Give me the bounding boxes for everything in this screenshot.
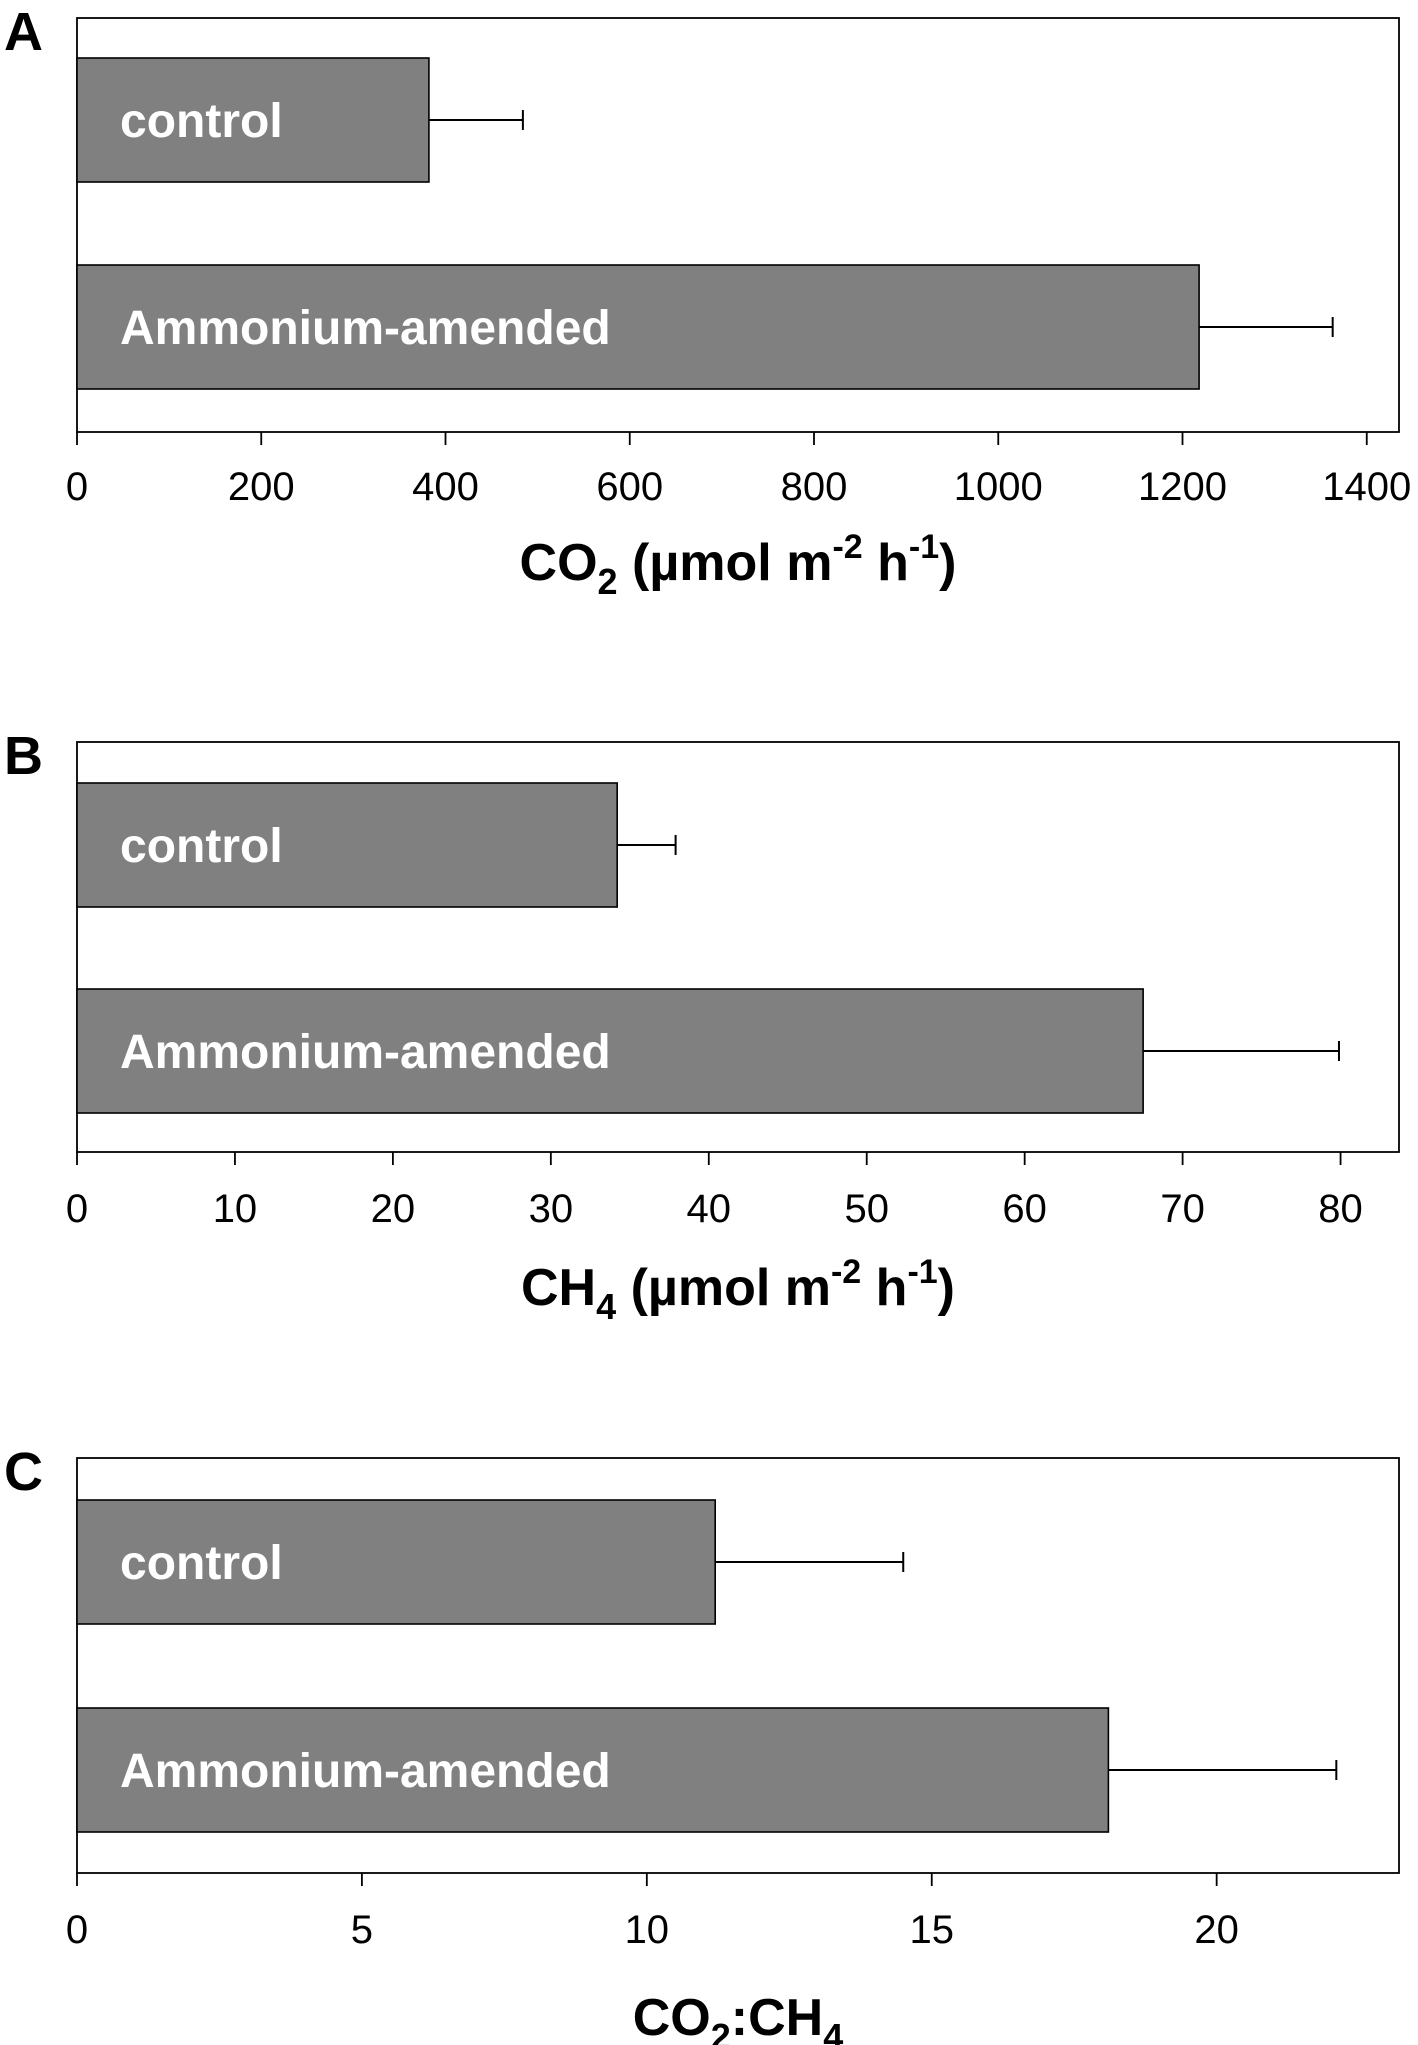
x-tick-label: 70 xyxy=(1160,1187,1205,1231)
x-axis-title: CO2 (µmol m-2 h-1) xyxy=(520,528,957,602)
plot-frame xyxy=(76,1457,1400,1874)
x-tick-label: 30 xyxy=(529,1187,574,1231)
bar-label: Ammonium-amended xyxy=(120,1026,611,1079)
x-tick-label: 5 xyxy=(351,1908,373,1952)
x-tick-label: 1400 xyxy=(1322,465,1411,509)
bar xyxy=(76,1499,717,1625)
x-tick-label: 0 xyxy=(66,1187,88,1231)
x-tick-label: 1000 xyxy=(954,465,1043,509)
bar-label: control xyxy=(120,1537,283,1590)
x-tick-label: 15 xyxy=(909,1908,954,1952)
x-tick-label: 0 xyxy=(66,465,88,509)
x-tick-label: 60 xyxy=(1002,1187,1047,1231)
x-tick-label: 20 xyxy=(371,1187,416,1231)
x-tick-label: 10 xyxy=(213,1187,258,1231)
bar-label: Ammonium-amended xyxy=(120,1745,611,1798)
panel-letter: B xyxy=(4,726,43,786)
bar xyxy=(76,782,618,908)
bar xyxy=(76,1707,1110,1833)
x-tick-label: 0 xyxy=(66,1908,88,1952)
x-tick-label: 800 xyxy=(781,465,848,509)
bar-label: Ammonium-amended xyxy=(120,302,611,355)
x-tick-label: 400 xyxy=(412,465,479,509)
plot-frame xyxy=(76,741,1400,1153)
bar-label: control xyxy=(120,820,283,873)
x-tick-label: 80 xyxy=(1318,1187,1363,1231)
x-tick-label: 200 xyxy=(228,465,295,509)
x-axis-title: CH4 (µmol m-2 h-1) xyxy=(521,1253,955,1327)
bar xyxy=(76,57,430,183)
panel-letter: C xyxy=(4,1442,43,1502)
x-tick-label: 20 xyxy=(1194,1908,1239,1952)
plot-frame xyxy=(76,17,1400,433)
x-tick-label: 1200 xyxy=(1138,465,1227,509)
x-axis-title: CO2:CH4 xyxy=(633,1989,843,2045)
bar xyxy=(76,988,1144,1114)
panel-letter: A xyxy=(4,2,43,62)
bar-label: control xyxy=(120,95,283,148)
x-tick-label: 50 xyxy=(844,1187,889,1231)
x-tick-label: 10 xyxy=(625,1908,670,1952)
x-tick-label: 40 xyxy=(687,1187,732,1231)
x-tick-label: 600 xyxy=(596,465,663,509)
